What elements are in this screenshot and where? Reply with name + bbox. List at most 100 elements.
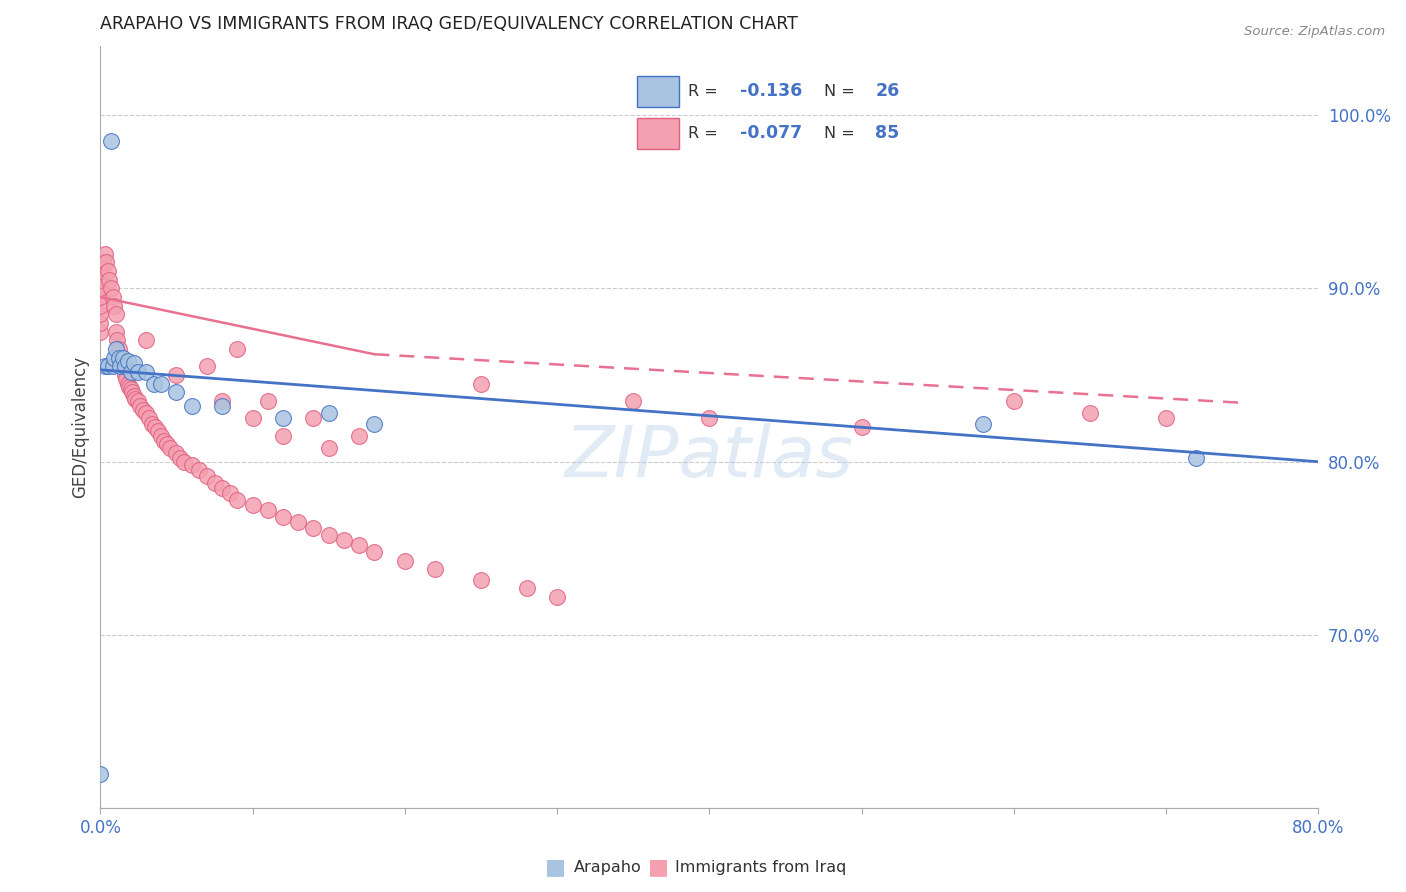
Arapaho (318, 406, 340, 420)
Text: Immigrants from Iraq: Immigrants from Iraq (675, 860, 846, 874)
Arapaho (104, 342, 127, 356)
Immigrants from Iraq (226, 492, 249, 507)
Immigrants from Iraq (287, 516, 309, 530)
Immigrants from Iraq (153, 434, 176, 448)
Immigrants from Iraq (89, 299, 111, 313)
Immigrants from Iraq (697, 411, 720, 425)
Immigrants from Iraq (516, 582, 538, 596)
Immigrants from Iraq (96, 255, 118, 269)
Immigrants from Iraq (127, 394, 149, 409)
Arapaho (150, 376, 173, 391)
Immigrants from Iraq (173, 455, 195, 469)
Text: ■: ■ (546, 857, 565, 877)
Immigrants from Iraq (93, 255, 115, 269)
Immigrants from Iraq (256, 503, 278, 517)
Immigrants from Iraq (89, 325, 111, 339)
Arapaho (1185, 451, 1208, 466)
Immigrants from Iraq (204, 475, 226, 490)
Immigrants from Iraq (107, 342, 129, 356)
Immigrants from Iraq (114, 368, 136, 382)
Text: ■: ■ (648, 857, 668, 877)
Immigrants from Iraq (103, 299, 125, 313)
Arapaho (211, 399, 233, 413)
Arapaho (120, 365, 142, 379)
Arapaho (94, 359, 117, 374)
Immigrants from Iraq (122, 389, 145, 403)
Immigrants from Iraq (90, 264, 112, 278)
Immigrants from Iraq (166, 446, 188, 460)
Arapaho (97, 359, 120, 374)
Immigrants from Iraq (1078, 406, 1101, 420)
Y-axis label: GED/Equivalency: GED/Equivalency (72, 356, 89, 498)
Immigrants from Iraq (211, 394, 233, 409)
Arapaho (271, 411, 294, 425)
Immigrants from Iraq (124, 392, 146, 407)
Immigrants from Iraq (143, 420, 166, 434)
Arapaho (117, 354, 139, 368)
Immigrants from Iraq (104, 307, 127, 321)
Immigrants from Iraq (156, 437, 179, 451)
Arapaho (101, 359, 124, 374)
Immigrants from Iraq (318, 527, 340, 541)
Immigrants from Iraq (302, 411, 325, 425)
Immigrants from Iraq (242, 498, 264, 512)
Arapaho (363, 417, 385, 431)
Arapaho (107, 351, 129, 365)
Immigrants from Iraq (318, 441, 340, 455)
Immigrants from Iraq (120, 382, 142, 396)
Immigrants from Iraq (111, 359, 134, 374)
Immigrants from Iraq (159, 441, 181, 455)
Arapaho (180, 399, 202, 413)
Arapaho (166, 385, 188, 400)
Immigrants from Iraq (118, 380, 141, 394)
Immigrants from Iraq (347, 428, 370, 442)
Immigrants from Iraq (256, 394, 278, 409)
Immigrants from Iraq (226, 342, 249, 356)
Text: ARAPAHO VS IMMIGRANTS FROM IRAQ GED/EQUIVALENCY CORRELATION CHART: ARAPAHO VS IMMIGRANTS FROM IRAQ GED/EQUI… (100, 15, 799, 33)
Immigrants from Iraq (135, 406, 157, 420)
Arapaho (103, 351, 125, 365)
Immigrants from Iraq (141, 417, 163, 431)
Immigrants from Iraq (108, 351, 131, 365)
Immigrants from Iraq (89, 281, 111, 295)
Immigrants from Iraq (180, 458, 202, 473)
Immigrants from Iraq (115, 371, 138, 385)
Immigrants from Iraq (112, 359, 135, 374)
Immigrants from Iraq (851, 420, 873, 434)
Immigrants from Iraq (546, 590, 568, 604)
Immigrants from Iraq (121, 385, 143, 400)
Immigrants from Iraq (94, 246, 117, 260)
Immigrants from Iraq (150, 428, 173, 442)
Immigrants from Iraq (89, 307, 111, 321)
Immigrants from Iraq (271, 510, 294, 524)
Arapaho (108, 359, 131, 374)
Immigrants from Iraq (1154, 411, 1177, 425)
Immigrants from Iraq (105, 334, 128, 348)
Immigrants from Iraq (195, 468, 218, 483)
Arapaho (972, 417, 994, 431)
Arapaho (89, 766, 111, 780)
Immigrants from Iraq (89, 273, 111, 287)
Immigrants from Iraq (169, 451, 191, 466)
Immigrants from Iraq (188, 463, 211, 477)
Immigrants from Iraq (100, 281, 122, 295)
Immigrants from Iraq (347, 538, 370, 552)
Immigrants from Iraq (166, 368, 188, 382)
Immigrants from Iraq (132, 402, 155, 417)
Arapaho (100, 134, 122, 148)
Immigrants from Iraq (97, 264, 120, 278)
Immigrants from Iraq (621, 394, 644, 409)
Immigrants from Iraq (218, 486, 240, 500)
Immigrants from Iraq (117, 376, 139, 391)
Arapaho (142, 376, 165, 391)
Arapaho (127, 365, 149, 379)
Immigrants from Iraq (425, 562, 447, 576)
Arapaho (135, 365, 157, 379)
Immigrants from Iraq (101, 290, 124, 304)
Immigrants from Iraq (129, 399, 152, 413)
Immigrants from Iraq (333, 533, 356, 547)
Immigrants from Iraq (211, 481, 233, 495)
Immigrants from Iraq (104, 325, 127, 339)
Immigrants from Iraq (302, 520, 325, 534)
Text: Arapaho: Arapaho (574, 860, 641, 874)
